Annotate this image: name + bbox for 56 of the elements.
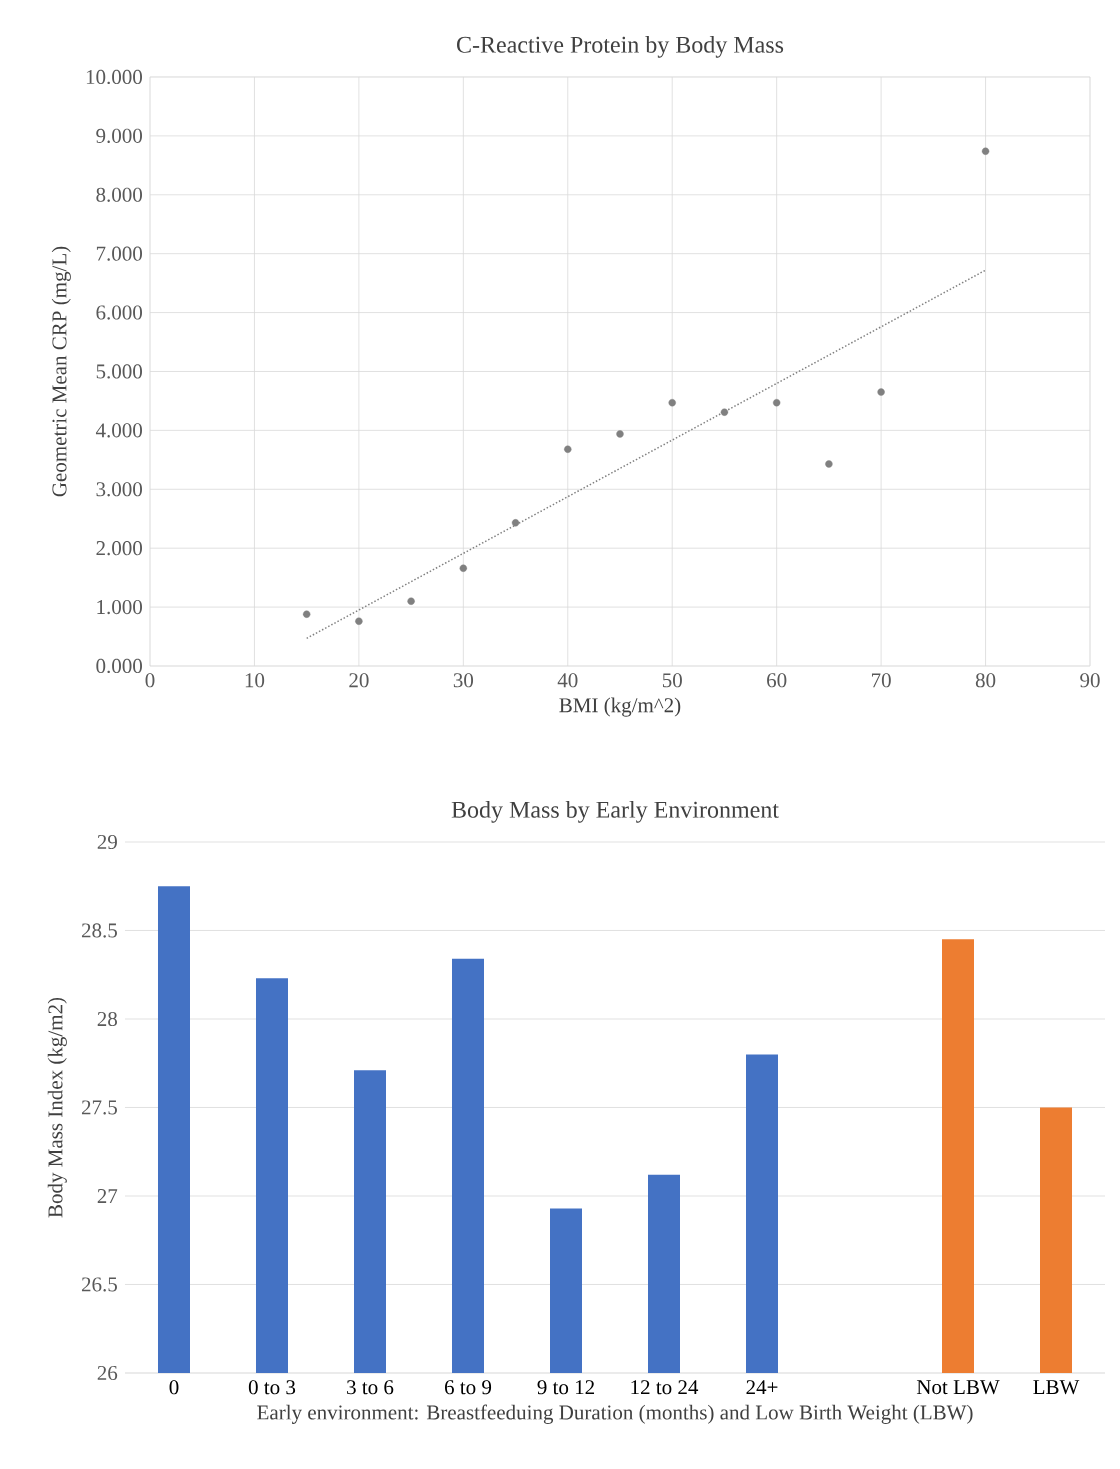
x-tick-label: 6 to 9 bbox=[444, 1380, 492, 1395]
y-tick-label: 28 bbox=[97, 1011, 118, 1027]
y-axis-title: Body Mass Index (kg/m2) bbox=[47, 997, 67, 1218]
y-tick-label: 8.000 bbox=[96, 187, 143, 202]
x-tick-label: 3 to 6 bbox=[347, 1380, 394, 1395]
y-tick-label: 27.5 bbox=[81, 1100, 117, 1115]
y-tick-label: 2.000 bbox=[96, 541, 143, 556]
y-tick-label: 28.5 bbox=[81, 923, 117, 938]
y-tick-label: 29 bbox=[97, 834, 117, 850]
x-tick-label: 0 bbox=[145, 673, 155, 688]
y-tick-label: 27 bbox=[97, 1189, 118, 1203]
y-tick-label: 10.000 bbox=[86, 69, 143, 85]
y-tick-label: 9.000 bbox=[96, 128, 143, 144]
y-axis-title: Geometric Mean CRP (mg/L) bbox=[51, 246, 71, 497]
point bbox=[981, 147, 990, 155]
point bbox=[668, 399, 676, 407]
x-axis-title: Early environment: Breastfeeduing Duration (months) and Low Birth Weight (LBW) bbox=[257, 1404, 973, 1424]
x-tick-label: LBW bbox=[1033, 1380, 1080, 1395]
y-tick-label: 7.000 bbox=[96, 246, 143, 261]
y-tick-label: 5.000 bbox=[96, 364, 143, 379]
x-tick-label: 10 bbox=[245, 673, 265, 688]
y-tick-label: 26.5 bbox=[81, 1277, 117, 1292]
x-tick-label: 70 bbox=[871, 673, 891, 688]
x-tick-label: 80 bbox=[975, 673, 996, 688]
x-tick-label: 30 bbox=[453, 673, 474, 688]
y-tick-label: 0.000 bbox=[96, 658, 143, 674]
point bbox=[459, 564, 468, 572]
x-tick-label: 0 to 3 bbox=[248, 1380, 296, 1395]
point bbox=[511, 519, 520, 527]
x-tick-label: 24+ bbox=[746, 1380, 778, 1395]
point bbox=[355, 617, 363, 625]
point bbox=[772, 399, 781, 407]
x-tick-label: 40 bbox=[557, 673, 578, 688]
chart-title: C-Reactive Protein by Body Mass bbox=[457, 35, 784, 58]
point bbox=[407, 597, 415, 605]
point bbox=[825, 460, 833, 468]
x-tick-label: 0 bbox=[169, 1380, 179, 1395]
x-axis-title: BMI (kg/m^2) bbox=[559, 697, 681, 717]
x-tick-label: 20 bbox=[349, 673, 369, 688]
x-tick-label: 90 bbox=[1080, 673, 1100, 688]
y-tick-label: 3.000 bbox=[96, 482, 143, 497]
y-tick-label: 6.000 bbox=[96, 305, 143, 320]
point bbox=[877, 388, 885, 396]
x-tick-label: 50 bbox=[662, 673, 682, 688]
x-tick-label: Not LBW bbox=[916, 1380, 1000, 1395]
point bbox=[616, 430, 624, 438]
y-tick-label: 4.000 bbox=[95, 423, 143, 438]
x-tick-label: 60 bbox=[767, 673, 787, 688]
y-tick-label: 26 bbox=[97, 1365, 118, 1381]
x-tick-label: 9 to 12 bbox=[537, 1380, 595, 1395]
point bbox=[302, 610, 311, 618]
y-tick-label: 1.000 bbox=[97, 599, 143, 615]
point bbox=[564, 445, 572, 453]
chart-title: Body Mass by Early Environment bbox=[451, 800, 779, 823]
x-tick-label: 12 to 24 bbox=[631, 1380, 699, 1395]
point bbox=[720, 408, 729, 416]
